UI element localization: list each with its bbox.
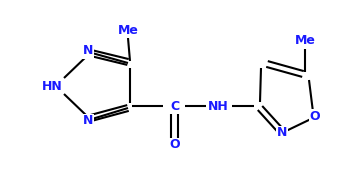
Text: Me: Me xyxy=(118,24,138,37)
Text: N: N xyxy=(83,44,93,57)
Text: N: N xyxy=(277,126,287,139)
Text: NH: NH xyxy=(208,99,229,112)
Text: Me: Me xyxy=(294,34,316,48)
Text: N: N xyxy=(83,115,93,128)
Text: O: O xyxy=(170,139,180,152)
Text: C: C xyxy=(171,99,180,112)
Text: O: O xyxy=(310,110,320,122)
Text: HN: HN xyxy=(42,80,62,93)
